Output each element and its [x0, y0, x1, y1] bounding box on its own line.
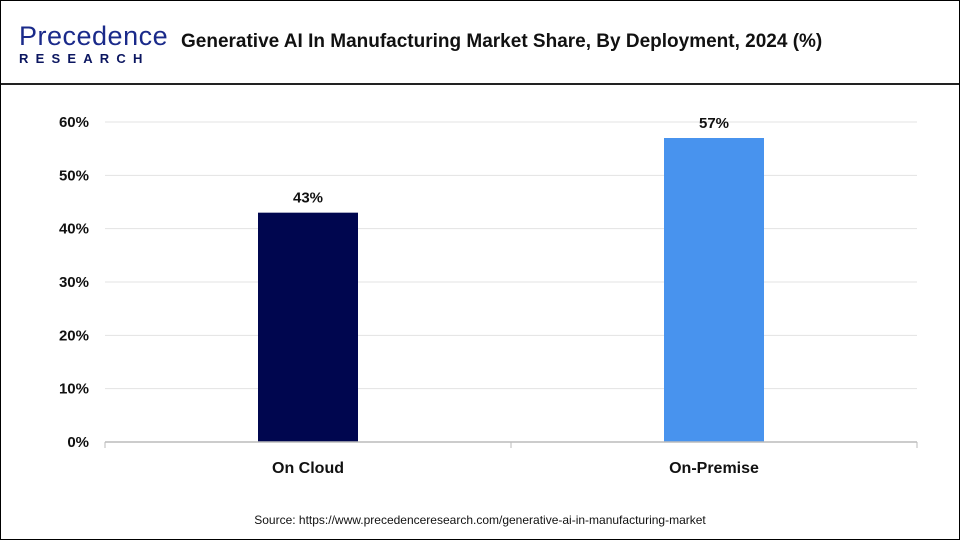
bar-on-cloud — [258, 212, 358, 442]
source-text: Source: https://www.precedenceresearch.c… — [254, 513, 706, 527]
y-tick-label: 60% — [59, 114, 89, 131]
y-tick-label: 50% — [59, 167, 89, 184]
logo-line2: RESEARCH — [19, 51, 150, 66]
y-tick-label: 40% — [59, 221, 89, 238]
y-tick-label: 30% — [59, 274, 89, 291]
data-label: 43% — [293, 190, 323, 207]
y-tick-label: 20% — [59, 327, 89, 344]
y-tick-label: 10% — [59, 381, 89, 398]
header: Precedence RESEARCH Generative AI In Man… — [1, 1, 959, 85]
y-tick-label: 0% — [67, 434, 89, 451]
data-label: 57% — [699, 115, 729, 132]
x-tick-label: On-Premise — [669, 460, 759, 477]
chart-title: Generative AI In Manufacturing Market Sh… — [181, 31, 823, 52]
logo-line1: Precedence — [19, 21, 169, 51]
precedence-research-logo: Precedence RESEARCH — [19, 23, 168, 67]
x-tick-label: On Cloud — [272, 460, 344, 477]
bar-on-premise — [664, 138, 764, 442]
